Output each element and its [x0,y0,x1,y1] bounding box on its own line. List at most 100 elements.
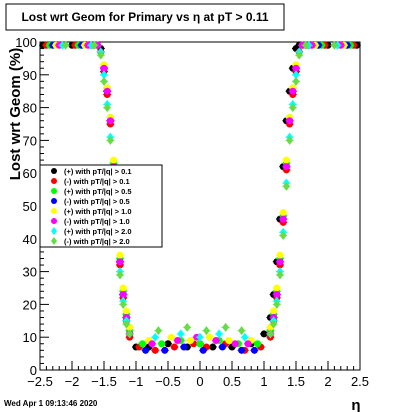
data-point [218,343,226,351]
x-tick-label: 1 [260,374,267,389]
data-point [260,330,268,338]
x-tick-label: 2 [324,374,331,389]
data-point [106,117,114,125]
footer-timestamp: Wed Apr 1 09:13:46 2020 [4,399,98,408]
y-tick-label: 20 [23,297,37,312]
x-tick-label: 0.5 [223,374,241,389]
x-tick-label: −2 [65,374,80,389]
legend-label: (-) with pT/|q| > 2.0 [64,237,130,246]
data-point [212,336,220,344]
data-point [100,70,108,80]
data-point [273,299,281,309]
data-point [122,319,130,329]
x-tick-label: 0 [196,374,203,389]
data-point [238,346,246,354]
x-tick-label: 1.5 [287,374,305,389]
data-point [270,319,278,329]
title-box: Lost wrt Geom for Primary vs η at pT > 0… [5,3,285,31]
data-point [231,340,239,348]
data-point [199,346,207,354]
data-point [148,340,156,348]
data-point [106,135,114,145]
y-tick-label: 70 [23,133,37,148]
data-point [116,251,124,259]
data-point [279,231,287,241]
data-point [273,291,281,299]
y-tick-labels: 0 10 20 30 40 50 60 70 80 90 100 [15,35,37,378]
x-tick-label: −1 [129,374,144,389]
data-point [282,163,290,171]
x-axis-title: η [351,397,360,412]
data-point [286,135,294,145]
data-point [279,215,287,223]
x-tick-labels: −2.5 −2 −1.5 −1 −0.5 0 0.5 1 1.5 2 2.5 [27,374,369,389]
data-point [302,40,310,50]
data-point [276,251,284,259]
legend-label: (-) with pT/|q| > 0.5 [64,197,130,206]
data-point [196,340,204,348]
data-point [270,307,278,315]
legend-marker [51,227,57,235]
y-tick-label: 10 [23,330,37,345]
data-point [177,329,185,339]
legend-label: (+) with pT/|q| > 0.1 [64,167,132,176]
data-point [62,40,70,50]
data-point [174,336,182,344]
data-point [154,326,162,336]
data-point [119,299,127,309]
data-points [39,40,361,354]
data-point [126,329,134,339]
data-point [122,307,130,315]
data-point [289,103,297,113]
data-point [292,70,300,80]
legend-marker [51,237,57,245]
data-point [266,329,274,339]
data-point [292,64,300,72]
data-point [276,258,284,266]
data-point [167,333,175,341]
legend-label: (-) with pT/|q| > 0.1 [64,177,130,186]
data-point [103,103,111,113]
chart-title: Lost wrt Geom for Primary vs η at pT > 0… [21,10,268,24]
data-point [273,284,281,292]
data-point [254,340,262,348]
y-tick-label: 0 [30,363,37,378]
y-axis-title: Lost wrt Geom (%) [7,48,24,181]
data-point [215,329,223,339]
data-point [97,50,105,60]
data-point [103,87,111,95]
y-tick-label: 100 [15,35,37,50]
data-point [110,156,118,164]
data-point [222,322,230,332]
data-point [276,270,284,280]
data-point [282,181,290,191]
legend-label: (+) with pT/|q| > 0.5 [64,187,132,196]
data-point [161,346,169,354]
data-point [183,322,191,332]
data-point [244,340,252,348]
y-tick-label: 50 [23,199,37,214]
data-point [170,343,178,351]
data-point [180,343,188,351]
data-point [196,332,204,342]
series-8 [61,40,339,339]
legend-frame [39,164,163,248]
legend: (+) with pT/|q| > 0.1(-) with pT/|q| > 0… [39,164,163,248]
data-point [142,346,150,354]
data-point [238,326,246,336]
data-point [289,87,297,95]
data-point [138,340,146,348]
data-point [119,291,127,299]
data-point [209,343,217,351]
data-point [330,40,338,50]
x-tick-label: −2.5 [27,374,53,389]
data-point [119,284,127,292]
legend-label: (+) with pT/|q| > 2.0 [64,227,132,236]
data-point [202,326,210,336]
y-tick-label: 40 [23,232,37,247]
legend-label: (+) with pT/|q| > 1.0 [64,207,132,216]
data-point [295,50,303,60]
data-point [292,76,300,86]
data-point [250,346,258,354]
